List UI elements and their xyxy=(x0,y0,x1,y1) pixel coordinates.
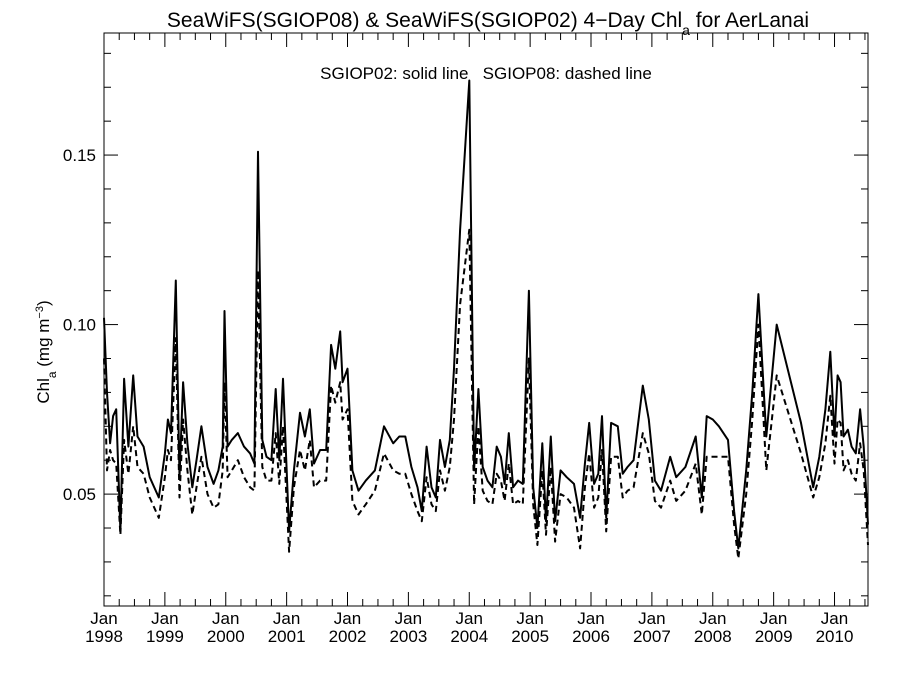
x-tick-label-month: Jan xyxy=(90,609,117,628)
x-tick-label-month: Jan xyxy=(151,609,178,628)
axis-ticks xyxy=(103,33,868,606)
x-tick-label-month: Jan xyxy=(821,609,848,628)
x-tick-label-month: Jan xyxy=(760,609,787,628)
x-tick-label-year: 2003 xyxy=(389,627,427,646)
axis-tick-labels: Jan1998Jan1999Jan2000Jan2001Jan2002Jan20… xyxy=(63,146,854,646)
ylabel-units: (mg m xyxy=(34,319,53,372)
x-tick-label-year: 1999 xyxy=(146,627,184,646)
x-tick-label-month: Jan xyxy=(212,609,239,628)
ylabel-main: Chl xyxy=(34,378,53,404)
y-tick-label: 0.15 xyxy=(63,146,96,165)
x-tick-label-month: Jan xyxy=(577,609,604,628)
x-tick-label-year: 2010 xyxy=(816,627,854,646)
ylabel-subscript: a xyxy=(45,371,59,378)
title-subscript: a xyxy=(682,22,690,38)
y-axis-label: Chla (mg m−3) xyxy=(34,300,59,403)
x-tick-label-year: 2007 xyxy=(633,627,671,646)
series-line-sgiop02 xyxy=(103,79,869,550)
x-tick-label-year: 1998 xyxy=(85,627,123,646)
ylabel-units-end: ) xyxy=(34,300,53,306)
y-tick-label: 0.10 xyxy=(63,316,96,335)
title-main: SeaWiFS(SGIOP08) & SeaWiFS(SGIOP02) 4−Da… xyxy=(167,9,682,32)
y-tick-label: 0.05 xyxy=(63,485,96,504)
x-tick-label-month: Jan xyxy=(273,609,300,628)
x-tick-label-year: 2002 xyxy=(329,627,367,646)
plot-frame xyxy=(103,32,869,607)
x-tick-label-month: Jan xyxy=(395,609,422,628)
x-tick-label-month: Jan xyxy=(456,609,483,628)
x-tick-label-year: 2005 xyxy=(511,627,549,646)
x-tick-label-month: Jan xyxy=(334,609,361,628)
series-lines xyxy=(103,79,869,560)
series-line-sgiop08 xyxy=(103,228,869,560)
ylabel-superscript: −3 xyxy=(34,306,46,319)
chart-title: SeaWiFS(SGIOP08) & SeaWiFS(SGIOP02) 4−Da… xyxy=(167,9,809,38)
x-tick-label-year: 2009 xyxy=(755,627,793,646)
x-tick-label-year: 2004 xyxy=(450,627,488,646)
x-tick-label-year: 2008 xyxy=(694,627,732,646)
line-style-annotation: SGIOP02: solid line SGIOP08: dashed line xyxy=(320,64,652,83)
title-suffix: for AerLanai xyxy=(690,9,809,32)
x-tick-label-year: 2006 xyxy=(572,627,610,646)
x-tick-label-month: Jan xyxy=(638,609,665,628)
x-tick-label-month: Jan xyxy=(516,609,543,628)
x-tick-label-year: 2000 xyxy=(207,627,245,646)
x-tick-label-year: 2001 xyxy=(268,627,306,646)
x-tick-label-month: Jan xyxy=(699,609,726,628)
